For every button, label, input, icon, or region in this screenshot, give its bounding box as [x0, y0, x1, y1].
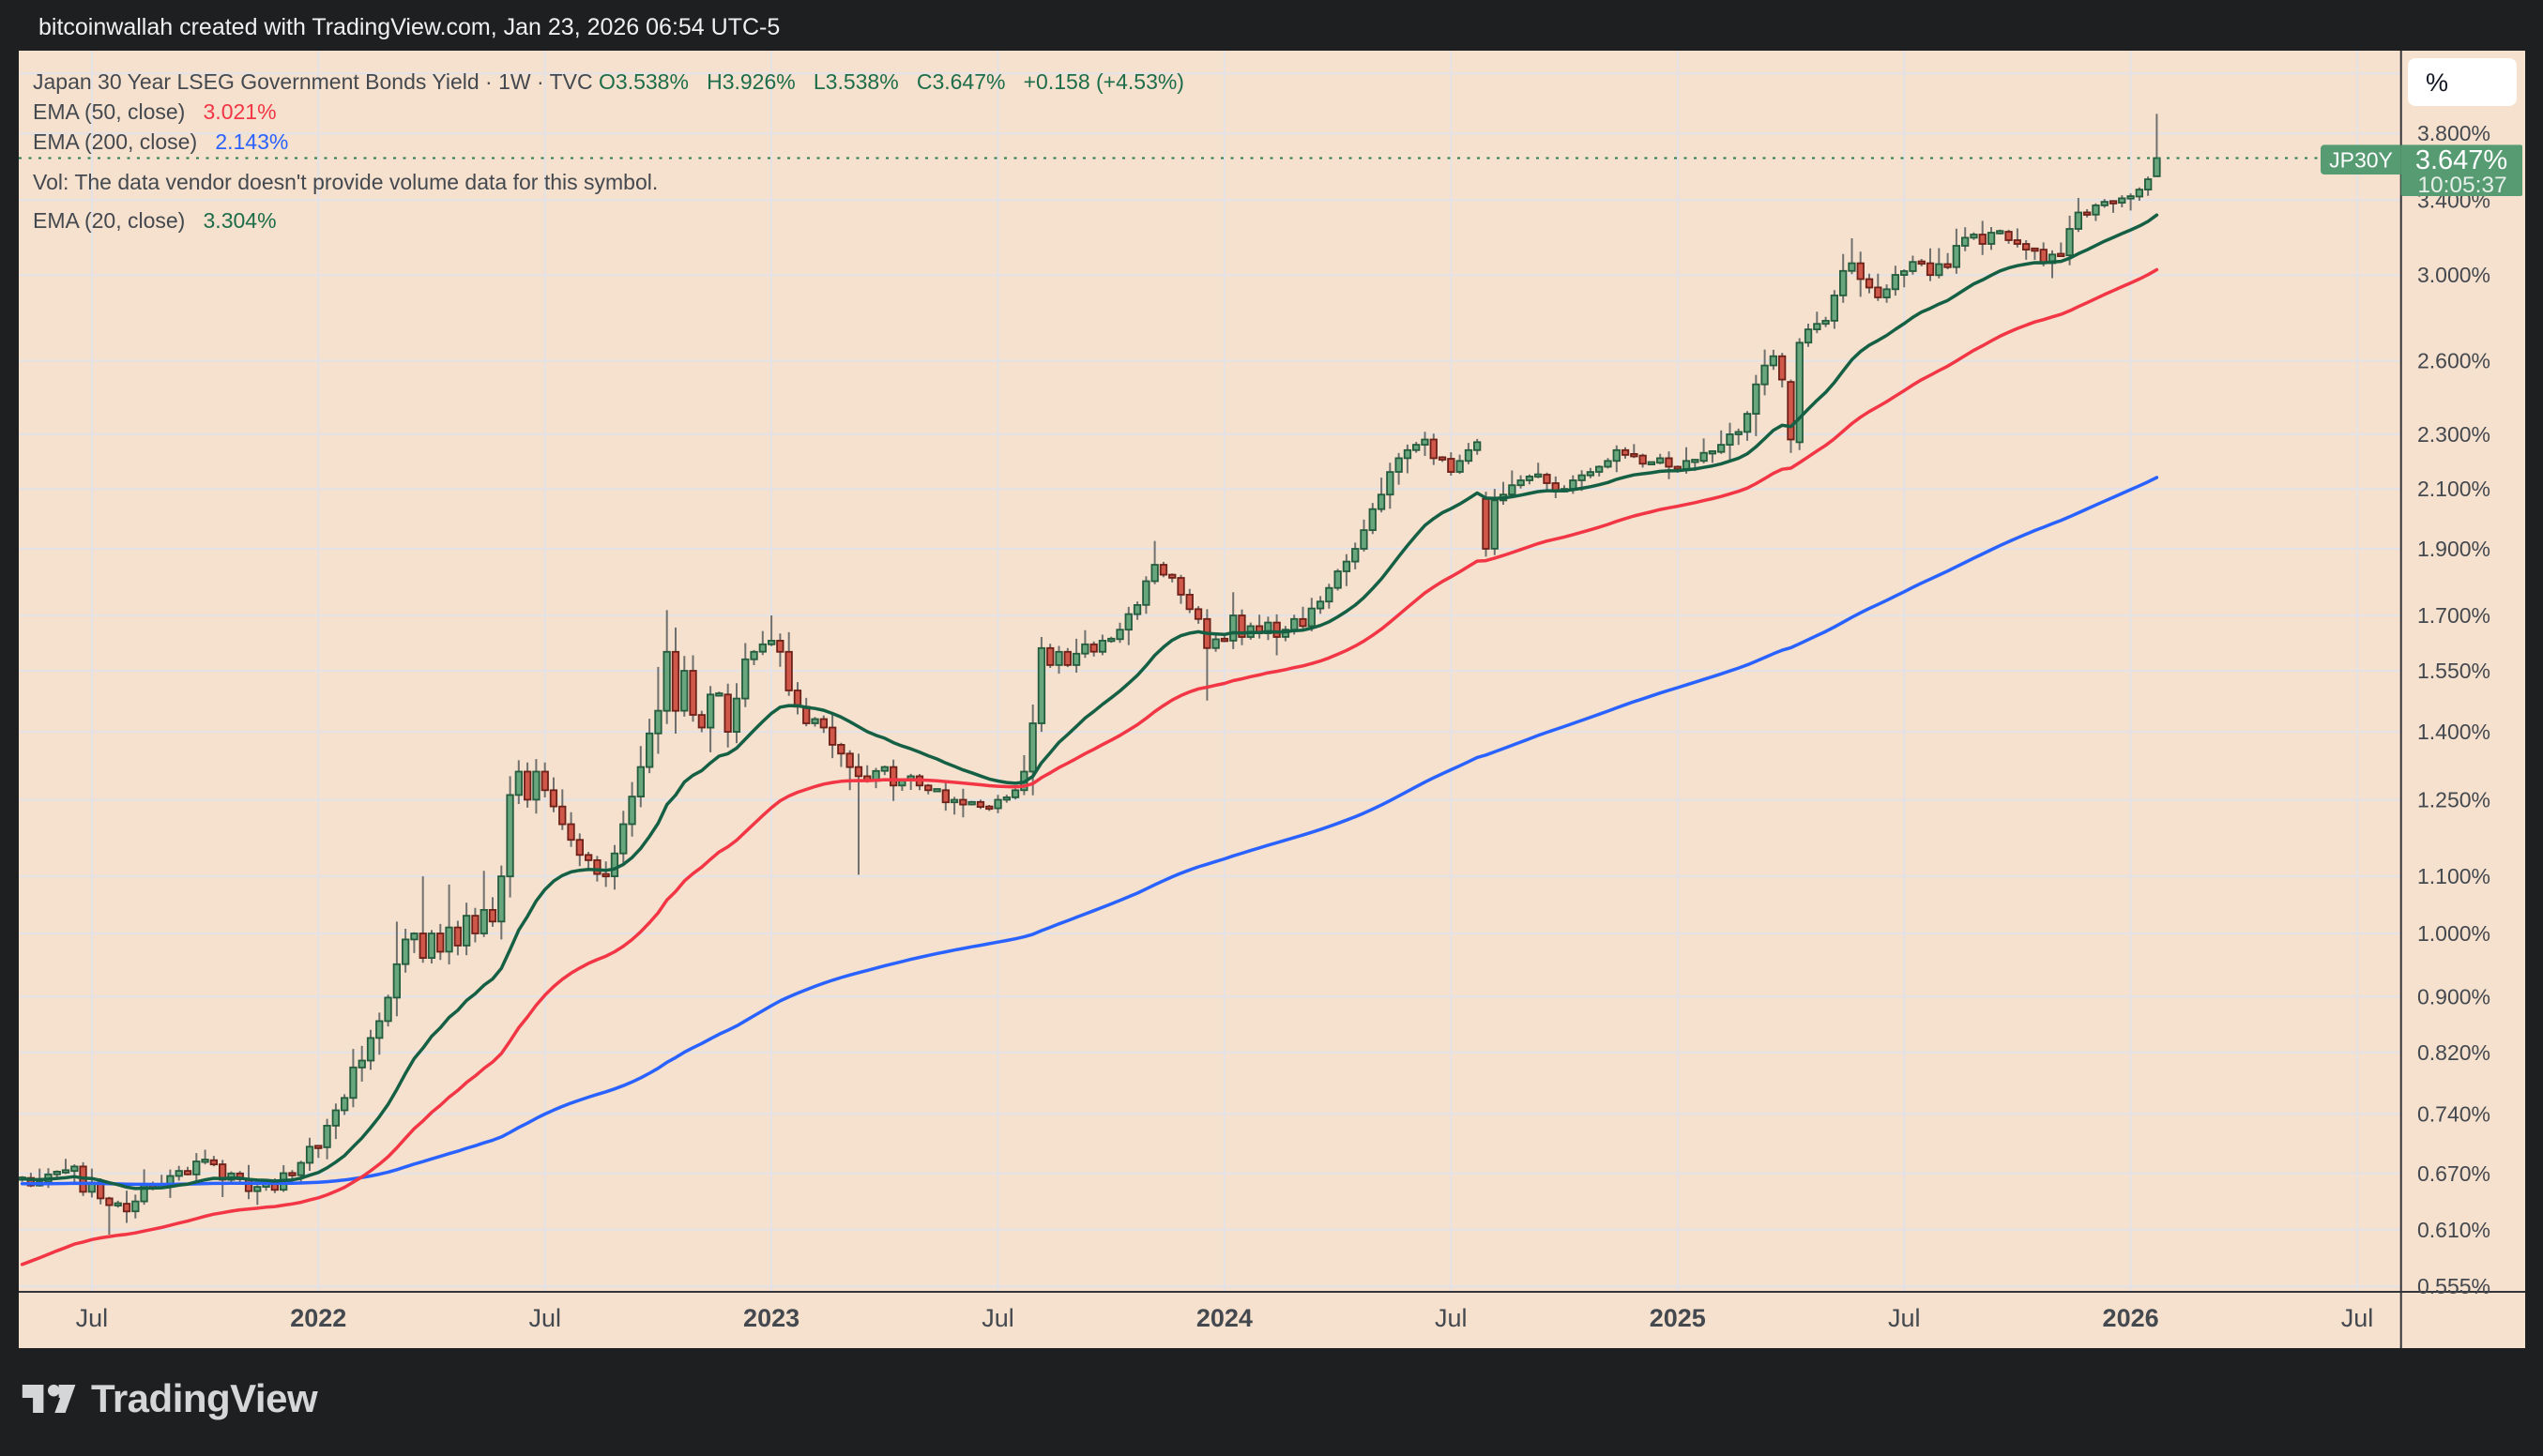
svg-text:0.900%: 0.900% [2417, 984, 2490, 1009]
svg-text:EMA (20, close) 3.304%: EMA (20, close) 3.304% [33, 208, 277, 233]
svg-text:10:05:37: 10:05:37 [2417, 173, 2506, 198]
svg-text:Jul: Jul [982, 1304, 1014, 1332]
svg-text:1.550%: 1.550% [2417, 659, 2490, 683]
svg-text:1.000%: 1.000% [2417, 921, 2490, 946]
svg-text:1.700%: 1.700% [2417, 603, 2490, 628]
svg-text:%: % [2426, 68, 2448, 97]
svg-text:JP30Y: JP30Y [2329, 148, 2393, 173]
svg-text:2.600%: 2.600% [2417, 349, 2490, 373]
svg-text:EMA (50, close) 3.021%: EMA (50, close) 3.021% [33, 99, 277, 124]
svg-text:0.670%: 0.670% [2417, 1161, 2490, 1186]
svg-text:Jul: Jul [528, 1304, 561, 1332]
svg-text:TradingView: TradingView [91, 1376, 318, 1420]
svg-text:0.555%: 0.555% [2417, 1274, 2490, 1298]
svg-text:Jul: Jul [1435, 1304, 1468, 1332]
svg-text:Vol: The data vendor doesn't p: Vol: The data vendor doesn't provide vol… [33, 170, 658, 194]
svg-text:3.647%: 3.647% [2415, 145, 2507, 175]
svg-text:3.000%: 3.000% [2417, 263, 2490, 287]
svg-text:2023: 2023 [743, 1304, 799, 1332]
svg-text:2024: 2024 [1196, 1304, 1253, 1332]
svg-text:Jul: Jul [76, 1304, 109, 1332]
svg-text:Jul: Jul [2341, 1304, 2374, 1332]
svg-text:EMA (200, close) 2.143%: EMA (200, close) 2.143% [33, 129, 288, 154]
svg-text:3.800%: 3.800% [2417, 121, 2490, 145]
svg-text:Japan 30 Year LSEG Government: Japan 30 Year LSEG Government Bonds Yiel… [33, 69, 1184, 94]
svg-text:2022: 2022 [290, 1304, 346, 1332]
svg-text:2025: 2025 [1650, 1304, 1706, 1332]
svg-text:1.900%: 1.900% [2417, 537, 2490, 561]
svg-text:Jul: Jul [1888, 1304, 1921, 1332]
svg-text:2.100%: 2.100% [2417, 477, 2490, 501]
svg-text:1.100%: 1.100% [2417, 864, 2490, 888]
svg-text:0.610%: 0.610% [2417, 1218, 2490, 1242]
svg-text:0.820%: 0.820% [2417, 1040, 2490, 1065]
svg-text:1.250%: 1.250% [2417, 788, 2490, 812]
svg-text:bitcoinwallah created with Tra: bitcoinwallah created with TradingView.c… [38, 14, 780, 40]
svg-text:0.740%: 0.740% [2417, 1101, 2490, 1126]
svg-text:2026: 2026 [2103, 1304, 2159, 1332]
svg-text:2.300%: 2.300% [2417, 422, 2490, 447]
svg-text:1.400%: 1.400% [2417, 720, 2490, 744]
